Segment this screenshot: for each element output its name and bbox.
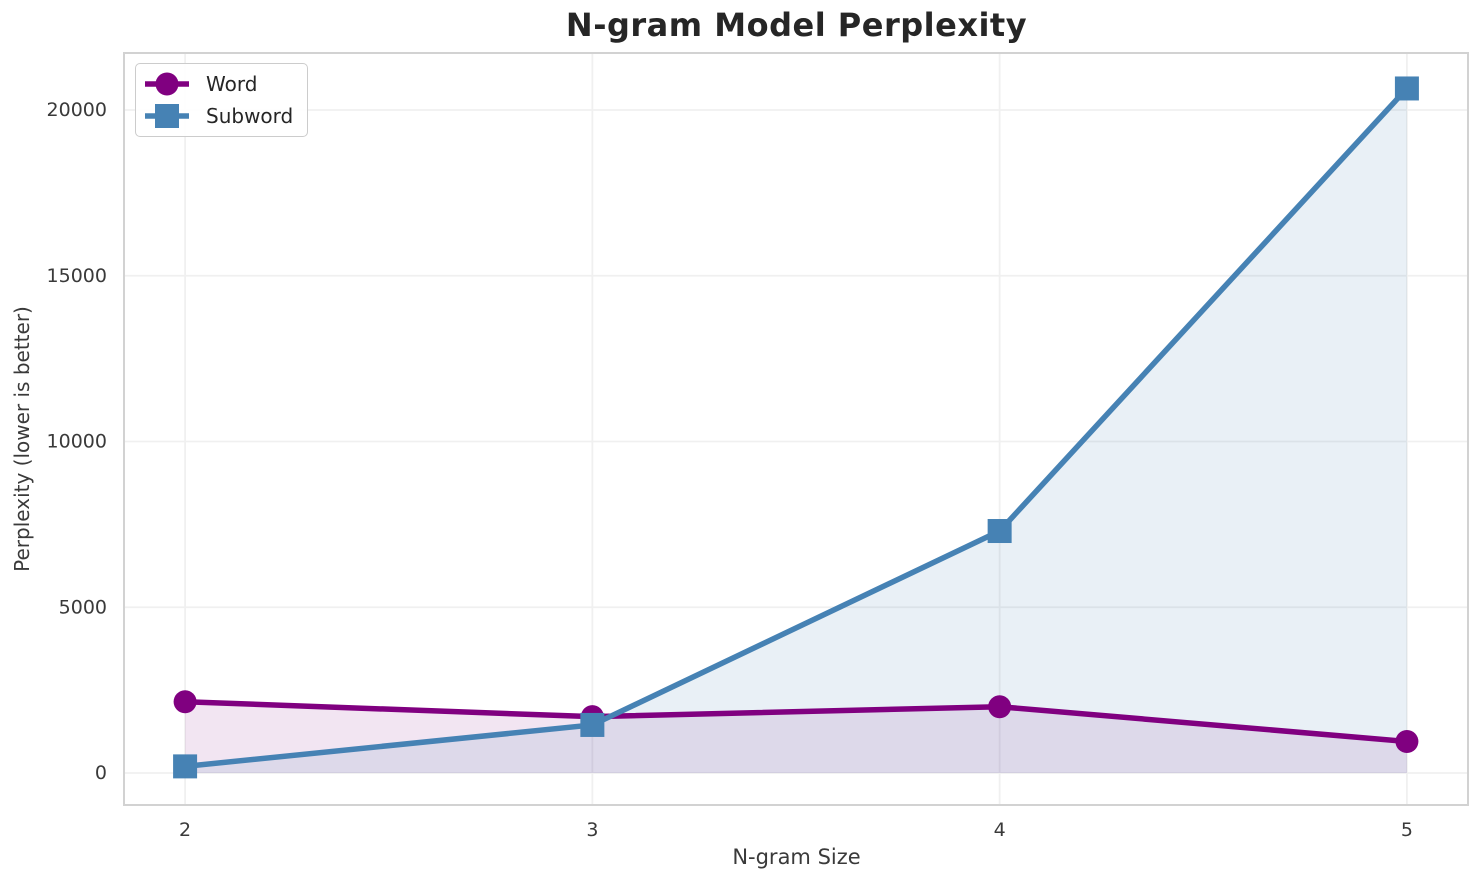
word-line-circle-marker-icon xyxy=(145,72,189,96)
legend: Word Subword xyxy=(135,63,309,137)
data-point-word xyxy=(988,695,1012,719)
plot-border xyxy=(123,52,1469,806)
data-point-word xyxy=(173,690,197,714)
series-fill-word xyxy=(185,701,1407,774)
subword-line-square-marker-icon xyxy=(145,104,189,128)
x-tick-label: 5 xyxy=(1401,819,1413,841)
series-line-word xyxy=(182,698,1410,745)
x-axis-label: N-gram Size xyxy=(732,845,861,869)
legend-label-subword: Subword xyxy=(206,104,294,128)
series-fill-subword xyxy=(185,88,1407,774)
legend-entry-subword: Subword xyxy=(142,100,293,132)
data-point-word xyxy=(1395,730,1419,754)
data-point-subword xyxy=(580,712,605,737)
y-tick-label: 20000 xyxy=(47,99,107,121)
x-tick-label: 2 xyxy=(179,819,191,841)
x-tick-label: 4 xyxy=(994,819,1006,841)
data-point-subword xyxy=(987,519,1012,544)
y-tick-label: 5000 xyxy=(59,596,107,618)
series-line-subword xyxy=(182,85,1410,770)
y-tick-label: 10000 xyxy=(47,431,107,453)
circle-marker-icon xyxy=(155,72,179,96)
y-tick-label: 15000 xyxy=(47,265,107,287)
chart-title: N-gram Model Perplexity xyxy=(565,6,1028,44)
square-marker-icon xyxy=(155,104,179,128)
x-tick-label: 3 xyxy=(586,819,598,841)
legend-label-word: Word xyxy=(206,72,258,96)
y-tick-label: 0 xyxy=(95,762,107,784)
data-point-subword xyxy=(1394,76,1419,101)
data-point-subword xyxy=(173,754,198,779)
legend-entry-word: Word xyxy=(142,68,293,100)
